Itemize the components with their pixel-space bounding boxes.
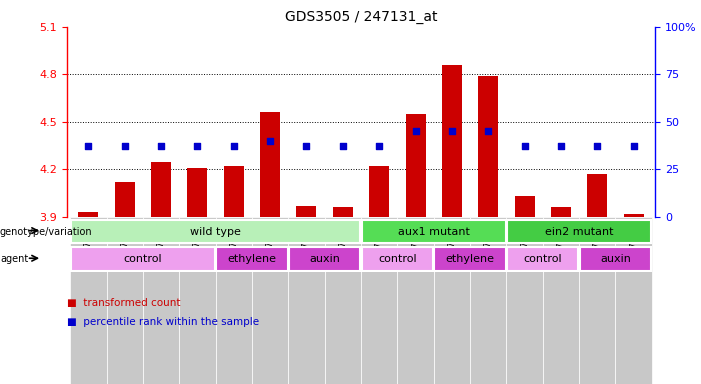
Point bbox=[119, 142, 130, 149]
Bar bbox=[288, 27, 325, 217]
Bar bbox=[325, 27, 361, 217]
Bar bbox=[580, 247, 651, 271]
Bar bbox=[507, 247, 578, 271]
Point bbox=[410, 128, 421, 134]
Text: auxin: auxin bbox=[600, 254, 631, 264]
Bar bbox=[151, 162, 171, 217]
Bar bbox=[288, 217, 325, 384]
Text: ein2 mutant: ein2 mutant bbox=[545, 227, 613, 237]
Bar bbox=[333, 207, 353, 217]
Bar bbox=[624, 214, 644, 217]
Bar bbox=[369, 166, 389, 217]
Bar bbox=[71, 220, 360, 243]
Bar bbox=[551, 207, 571, 217]
Point bbox=[374, 142, 385, 149]
Bar bbox=[187, 168, 207, 217]
Point bbox=[264, 138, 275, 144]
Point bbox=[83, 142, 94, 149]
Point bbox=[337, 142, 348, 149]
Bar bbox=[107, 27, 143, 217]
Text: ■  percentile rank within the sample: ■ percentile rank within the sample bbox=[67, 317, 259, 327]
Bar bbox=[507, 220, 651, 243]
Point bbox=[192, 142, 203, 149]
Bar bbox=[260, 113, 280, 217]
Bar bbox=[217, 247, 287, 271]
Text: genotype/variation: genotype/variation bbox=[0, 227, 93, 237]
Point bbox=[482, 128, 494, 134]
Bar bbox=[143, 217, 179, 384]
Bar bbox=[506, 27, 543, 217]
Bar bbox=[434, 27, 470, 217]
Bar bbox=[143, 27, 179, 217]
Bar bbox=[70, 27, 107, 217]
Bar bbox=[252, 27, 288, 217]
Bar bbox=[289, 247, 360, 271]
Bar bbox=[397, 217, 434, 384]
Bar bbox=[216, 27, 252, 217]
Bar bbox=[252, 217, 288, 384]
Point bbox=[519, 142, 530, 149]
Bar bbox=[478, 76, 498, 217]
Bar bbox=[579, 217, 615, 384]
Point bbox=[592, 142, 603, 149]
Bar bbox=[361, 217, 397, 384]
Title: GDS3505 / 247131_at: GDS3505 / 247131_at bbox=[285, 10, 437, 25]
Bar bbox=[435, 247, 505, 271]
Point bbox=[555, 142, 566, 149]
Bar bbox=[107, 217, 143, 384]
Point bbox=[301, 142, 312, 149]
Bar bbox=[515, 196, 535, 217]
Text: auxin: auxin bbox=[309, 254, 340, 264]
Text: wild type: wild type bbox=[190, 227, 241, 237]
Bar bbox=[216, 217, 252, 384]
Bar bbox=[224, 166, 244, 217]
Bar bbox=[506, 217, 543, 384]
Point bbox=[156, 142, 167, 149]
Bar bbox=[325, 217, 361, 384]
Bar bbox=[442, 65, 462, 217]
Bar bbox=[79, 212, 98, 217]
Point bbox=[447, 128, 458, 134]
Bar bbox=[71, 247, 215, 271]
Text: control: control bbox=[378, 254, 416, 264]
Bar bbox=[115, 182, 135, 217]
Bar bbox=[543, 217, 579, 384]
Bar bbox=[179, 217, 216, 384]
Text: ■  transformed count: ■ transformed count bbox=[67, 298, 180, 308]
Text: control: control bbox=[123, 254, 162, 264]
Bar bbox=[362, 220, 505, 243]
Text: aux1 mutant: aux1 mutant bbox=[397, 227, 470, 237]
Bar bbox=[406, 114, 426, 217]
Text: ethylene: ethylene bbox=[446, 254, 495, 264]
Point bbox=[628, 142, 639, 149]
Bar bbox=[470, 217, 506, 384]
Bar bbox=[397, 27, 434, 217]
Bar bbox=[587, 174, 607, 217]
Bar bbox=[70, 217, 107, 384]
Bar bbox=[543, 27, 579, 217]
Bar bbox=[362, 247, 433, 271]
Bar bbox=[361, 27, 397, 217]
Text: control: control bbox=[524, 254, 562, 264]
Bar bbox=[579, 27, 615, 217]
Text: ethylene: ethylene bbox=[227, 254, 276, 264]
Bar bbox=[615, 217, 652, 384]
Bar bbox=[470, 27, 506, 217]
Bar bbox=[297, 206, 316, 217]
Text: agent: agent bbox=[0, 254, 28, 264]
Point bbox=[229, 142, 240, 149]
Bar bbox=[434, 217, 470, 384]
Bar bbox=[179, 27, 216, 217]
Bar bbox=[615, 27, 652, 217]
